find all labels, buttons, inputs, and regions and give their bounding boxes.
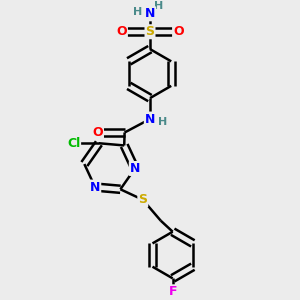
Text: O: O [116,25,127,38]
Text: N: N [90,181,100,194]
Text: N: N [145,7,155,20]
Text: H: H [134,7,143,17]
Text: H: H [158,117,167,127]
Text: O: O [92,126,103,139]
Text: Cl: Cl [67,137,80,150]
Text: S: S [146,25,154,38]
Text: N: N [130,162,140,175]
Text: H: H [154,2,164,11]
Text: S: S [138,193,147,206]
Text: F: F [168,285,177,298]
Text: N: N [145,112,155,125]
Text: O: O [173,25,184,38]
